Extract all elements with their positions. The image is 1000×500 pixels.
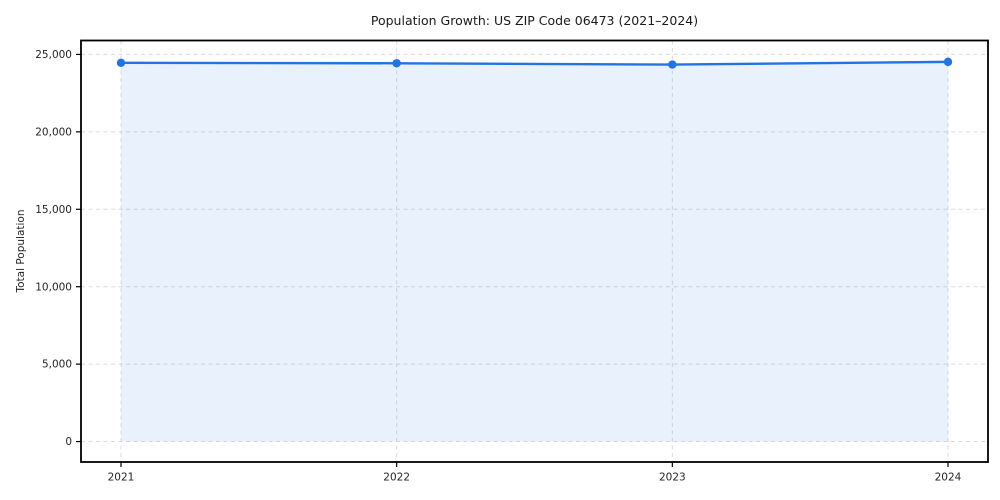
y-tick-label: 20,000	[35, 126, 72, 138]
x-tick-label: 2024	[935, 472, 962, 484]
chart-title: Population Growth: US ZIP Code 06473 (20…	[370, 13, 699, 28]
y-tick-label: 0	[65, 436, 72, 448]
plot-border	[80, 39, 989, 463]
x-tick-label: 2022	[383, 472, 410, 484]
y-tick-label: 10,000	[35, 281, 72, 293]
y-tick-label: 25,000	[35, 49, 72, 61]
data-point-marker-2021	[116, 58, 126, 67]
y-axis-label: Total Population	[15, 209, 27, 293]
data-point-marker-2024	[943, 57, 953, 67]
x-tick-label: 2021	[108, 472, 135, 484]
line-series	[119, 60, 950, 66]
data-point-marker-2023	[668, 60, 677, 69]
data-point-marker-2022	[392, 59, 401, 68]
x-tick-label: 2023	[659, 472, 686, 484]
y-tick-label: 15,000	[35, 204, 72, 216]
area-fill	[121, 61, 948, 442]
y-tick-label: 5,000	[42, 359, 72, 371]
